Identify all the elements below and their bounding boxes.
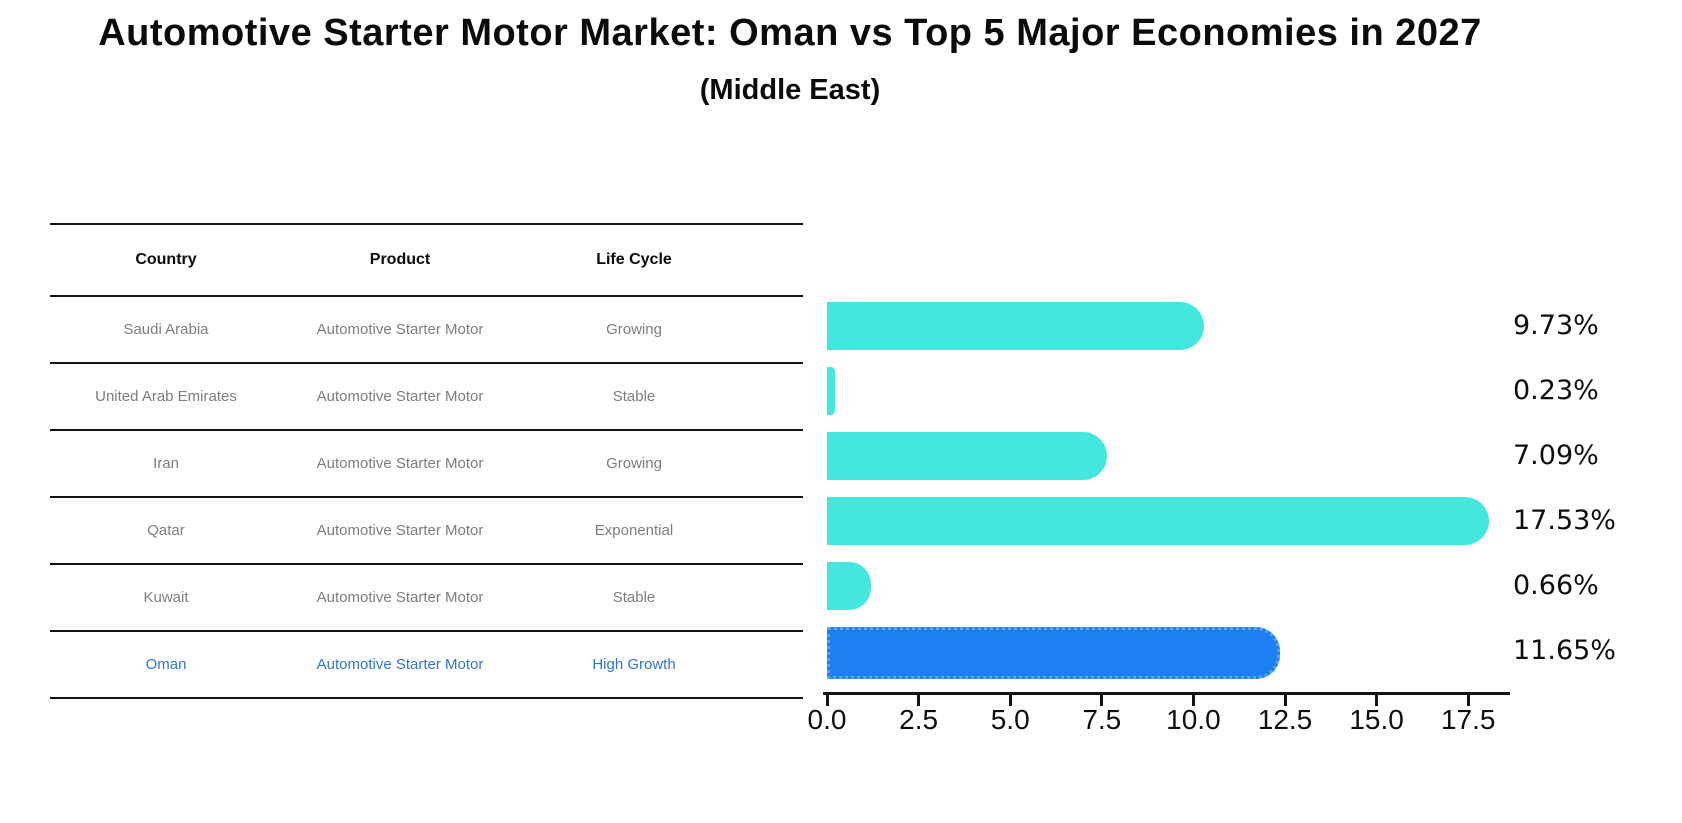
bar-iran [827, 432, 1107, 480]
life-cycle-cell: Growing [606, 321, 662, 338]
x-axis-tick [1008, 695, 1012, 706]
bar-saudi-arabia [827, 302, 1204, 350]
column-header-life-cycle: Life Cycle [596, 251, 672, 268]
column-header-country: Country [135, 251, 197, 268]
life-cycle-cell: Stable [612, 388, 656, 405]
x-axis-tick-label: 7.5 [1082, 704, 1122, 735]
value-label: 9.73% [1513, 310, 1599, 341]
bar-highlight-oman [827, 627, 1280, 679]
product-cell: Automotive Starter Motor [316, 455, 484, 472]
x-axis-tick-label: 10.0 [1166, 704, 1221, 735]
value-label: 0.66% [1513, 570, 1599, 601]
bar-qatar [827, 497, 1490, 545]
table-header-row: Country Product Life Cycle [50, 225, 803, 297]
country-cell: Qatar [147, 522, 185, 539]
value-label: 0.23% [1513, 375, 1599, 406]
x-axis-tick-label: 17.5 [1440, 704, 1496, 735]
x-axis-tick [1100, 695, 1104, 706]
product-cell: Automotive Starter Motor [316, 522, 484, 539]
table-body: Saudi Arabia Automotive Starter Motor Grow… [50, 297, 803, 699]
table-row: Kuwait Automotive Starter Motor Stable [50, 565, 803, 632]
product-cell: Automotive Starter Motor [316, 321, 484, 338]
product-cell: Automotive Starter Motor [316, 388, 484, 405]
column-header-product: Product [369, 251, 431, 268]
country-cell: Iran [153, 455, 179, 472]
value-label: 17.53% [1513, 505, 1616, 536]
life-cycle-cell: Growing [606, 455, 662, 472]
page-title: Automotive Starter Motor Market: Oman vs… [98, 12, 1482, 54]
table-row: United Arab Emirates Automotive Starter M… [50, 364, 803, 431]
x-axis-tick [1191, 695, 1195, 706]
x-axis-tick [917, 695, 921, 706]
country-cell: Oman [145, 656, 187, 673]
life-cycle-cell: Stable [612, 589, 656, 606]
page-subtitle: (Middle East) [699, 74, 881, 106]
bar-kuwait [827, 562, 872, 610]
table-row: Qatar Automotive Starter Motor Exponential [50, 498, 803, 565]
x-axis-tick-label: 15.0 [1349, 704, 1404, 735]
country-table: Country Product Life Cycle Saudi Arabia A… [50, 223, 803, 699]
x-axis-tick-label: 5.0 [990, 704, 1030, 735]
product-cell: Automotive Starter Motor [316, 656, 484, 673]
table-row: Iran Automotive Starter Motor Growing [50, 431, 803, 498]
x-axis-tick [1375, 695, 1379, 706]
life-cycle-cell: Exponential [594, 522, 674, 539]
table-row: Oman Automotive Starter Motor High Growth [50, 632, 803, 699]
country-cell: Kuwait [143, 589, 189, 606]
country-cell: United Arab Emirates [95, 388, 237, 405]
x-axis-tick-label: 12.5 [1257, 704, 1313, 735]
country-cell: Saudi Arabia [123, 321, 209, 338]
bar-united-arab-emirates [827, 367, 836, 415]
x-axis-tick [1283, 695, 1287, 706]
table-row: Saudi Arabia Automotive Starter Motor Grow… [50, 297, 803, 364]
value-label: 11.65% [1513, 635, 1616, 666]
value-label: 7.09% [1513, 440, 1599, 471]
x-axis-tick [1466, 695, 1470, 706]
x-axis-line [823, 692, 1510, 695]
life-cycle-cell: High Growth [592, 656, 676, 673]
x-axis-tick-label: 2.5 [899, 704, 939, 735]
x-axis-tick-label: 0.0 [807, 704, 847, 735]
product-cell: Automotive Starter Motor [316, 589, 484, 606]
x-axis-tick [825, 695, 829, 706]
